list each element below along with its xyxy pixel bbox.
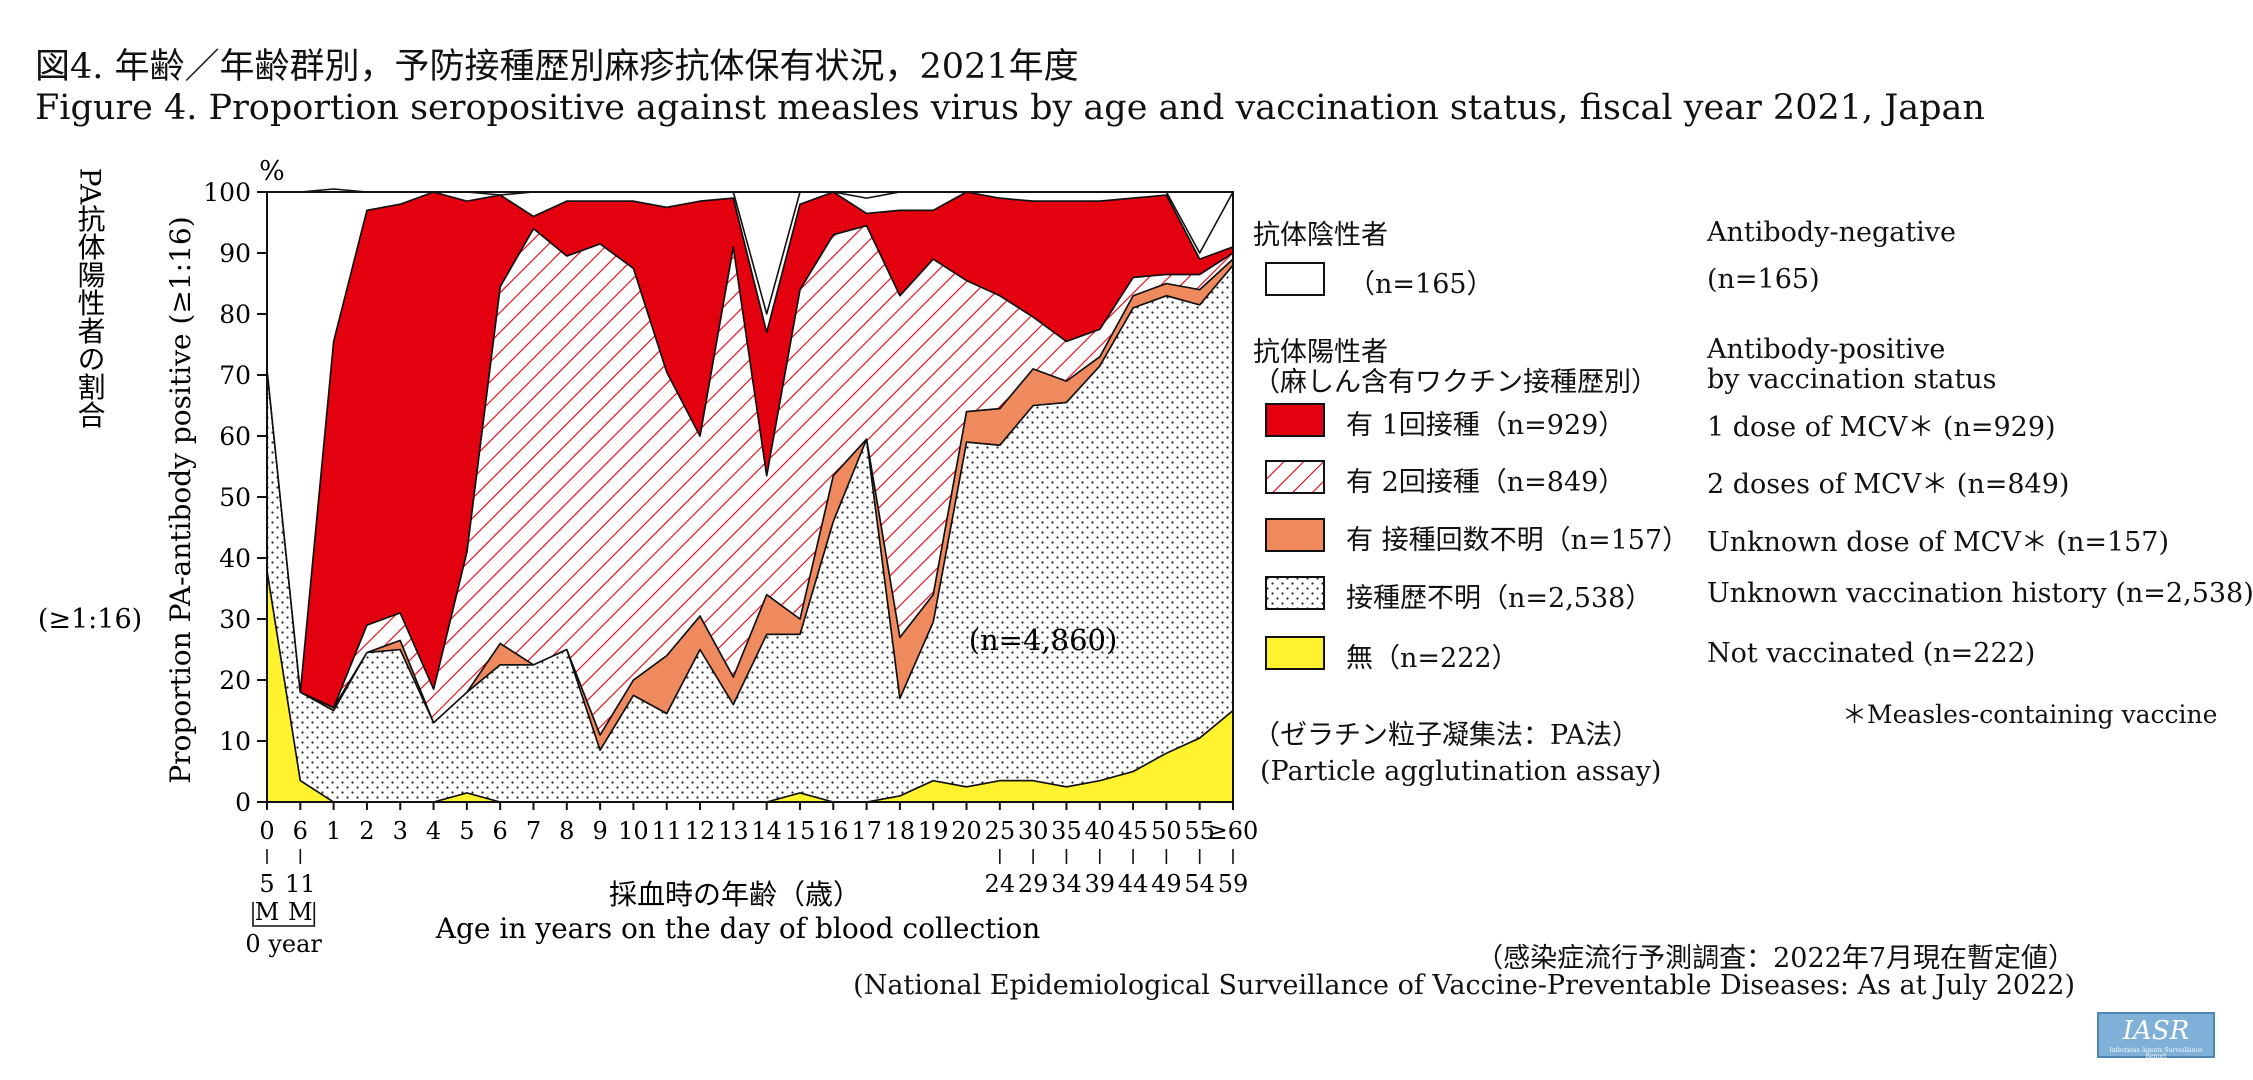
- x-tick-label: 1: [326, 817, 341, 845]
- x-tick-label: 18: [885, 817, 916, 845]
- y-axis-title-ja: PA抗体陽性者の割合: [74, 168, 107, 429]
- y-tick-label: 60: [219, 422, 251, 451]
- x-range-upper-label: 29: [1018, 870, 1049, 898]
- x-sub-label: 5: [259, 870, 274, 898]
- legend-unknown-dose-en: Unknown dose of MCV＊ (n=157): [1707, 527, 2170, 558]
- figure-title-ja: 図4. 年齢／年齢群別，予防接種歴別麻疹抗体保有状況，2021年度: [35, 47, 1079, 87]
- y-tick-label: 70: [219, 361, 251, 390]
- y-tick-label: 90: [219, 239, 251, 268]
- x-tick-label: 10: [618, 817, 649, 845]
- legend-two-doses-ja: 有 2回接種（n=849）: [1346, 467, 1626, 498]
- legend-negative-header-en: Antibody-negative: [1707, 217, 1957, 248]
- source-note-en: (National Epidemiological Surveillance o…: [853, 970, 2075, 1001]
- footnote-mcv: ＊Measles-containing vaccine: [1842, 700, 2218, 729]
- legend-swatch-unknown-history: [1265, 576, 1325, 610]
- legend-swatch-two-doses: [1265, 460, 1325, 494]
- y-unit-label: %: [259, 156, 285, 187]
- legend-one-dose-en: 1 dose of MCV＊ (n=929): [1707, 412, 2056, 443]
- figure-title-en: Figure 4. Proportion seropositive agains…: [35, 88, 1985, 128]
- y-tick-label: 50: [219, 483, 251, 512]
- y-tick-label: 80: [219, 300, 251, 329]
- x-tick-label: 19: [918, 817, 949, 845]
- assay-label-en: (Particle agglutination assay): [1260, 756, 1662, 787]
- x-tick-label: ≥60: [1208, 817, 1259, 845]
- y-tick-label: 40: [219, 544, 251, 573]
- x-range-upper-label: 39: [1084, 870, 1115, 898]
- x-tick-label: 13: [718, 817, 749, 845]
- assay-label-ja: （ゼラチン粒子凝集法：PA法）: [1253, 720, 1640, 751]
- x-tick-label: 14: [751, 817, 782, 845]
- x-tick-label: 8: [559, 817, 574, 845]
- legend-one-dose-ja: 有 1回接種（n=929）: [1346, 410, 1626, 441]
- x-tick-label: 11: [651, 817, 682, 845]
- legend-swatch-one-dose: [1265, 403, 1325, 437]
- x-tick-label: 0: [259, 817, 274, 845]
- legend-swatch-unknown-dose: [1265, 518, 1325, 552]
- source-note-ja: （感染症流行予測調査：2022年7月現在暫定値）: [1476, 943, 2075, 974]
- stacked-areas: [266, 188, 1234, 803]
- x-tick-label: 16: [818, 817, 849, 845]
- x-tick-label: 20: [951, 817, 982, 845]
- x-zero-year-caption: 0 year: [245, 930, 322, 958]
- total-n-label: (n=4,860): [969, 623, 1118, 657]
- iasr-logo: IASR Infectious Agents Surveillance Repo…: [2097, 1012, 2215, 1060]
- x-range-upper-label: 49: [1151, 870, 1182, 898]
- legend-not-vaccinated-en: Not vaccinated (n=222): [1707, 638, 2036, 669]
- x-tick-label: 15: [785, 817, 816, 845]
- x-tick-label: 45: [1118, 817, 1149, 845]
- x-tick-label: 55: [1184, 817, 1215, 845]
- x-tick-label: 7: [526, 817, 541, 845]
- x-tick-label: 40: [1084, 817, 1115, 845]
- x-tick-label: 4: [426, 817, 441, 845]
- legend-positive-header-en-1: Antibody-positive: [1707, 334, 1946, 365]
- x-tick-label: 30: [1018, 817, 1049, 845]
- legend-swatch-negative: [1265, 262, 1325, 296]
- legend-swatch-not-vaccinated: [1265, 636, 1325, 670]
- y-tick-label: 100: [203, 178, 251, 207]
- x-tick-label: 6: [493, 817, 508, 845]
- x-range-upper-label: 59: [1218, 870, 1249, 898]
- y-tick-label: 0: [235, 788, 251, 817]
- x-axis-title-en: Age in years on the day of blood collect…: [435, 912, 1040, 945]
- x-range-upper-label: 44: [1118, 870, 1149, 898]
- x-sub-unit: M: [288, 898, 313, 926]
- x-sub-unit: M: [255, 898, 280, 926]
- legend-positive-header-ja-1: 抗体陽性者: [1253, 337, 1388, 368]
- x-tick-label: 5: [459, 817, 474, 845]
- x-axis-title-ja: 採血時の年齢（歳）: [609, 878, 861, 911]
- x-tick-label: 25: [985, 817, 1016, 845]
- x-tick-label: 50: [1151, 817, 1182, 845]
- legend-negative-header-ja: 抗体陰性者: [1253, 220, 1388, 251]
- y-axis-threshold: (≥1:16): [38, 604, 142, 635]
- x-tick-label: 35: [1051, 817, 1082, 845]
- legend-negative-n-en: (n=165): [1707, 264, 1820, 295]
- x-tick-label: 3: [393, 817, 408, 845]
- x-range-upper-label: 24: [985, 870, 1016, 898]
- x-tick-label: 6: [293, 817, 308, 845]
- legend-positive-header-en-2: by vaccination status: [1707, 364, 1997, 395]
- x-tick-label: 9: [592, 817, 607, 845]
- y-tick-label: 10: [219, 727, 251, 756]
- x-range-upper-label: 54: [1184, 870, 1215, 898]
- legend-unknown-history-ja: 接種歴不明（n=2,538）: [1346, 583, 1653, 614]
- legend-positive-header-ja-2: （麻しん含有ワクチン接種歴別）: [1253, 367, 1658, 398]
- y-axis-title-en: Proportion PA-antibody positive (≥1:16): [164, 216, 197, 783]
- y-tick-label: 20: [219, 666, 251, 695]
- legend-not-vaccinated-ja: 無（n=222）: [1346, 643, 1519, 674]
- legend-negative-n-ja: （n=165）: [1348, 269, 1494, 300]
- legend-two-doses-en: 2 doses of MCV＊ (n=849): [1707, 469, 2070, 500]
- x-tick-label: 17: [851, 817, 882, 845]
- x-zero-year-bracket: [252, 902, 316, 927]
- x-sub-label: 11: [285, 870, 316, 898]
- x-tick-label: 2: [359, 817, 374, 845]
- legend-unknown-history-en: Unknown vaccination history (n=2,538): [1707, 578, 2253, 609]
- x-range-upper-label: 34: [1051, 870, 1082, 898]
- legend-unknown-dose-ja: 有 接種回数不明（n=157）: [1346, 525, 1690, 556]
- x-tick-label: 12: [685, 817, 716, 845]
- y-tick-label: 30: [219, 605, 251, 634]
